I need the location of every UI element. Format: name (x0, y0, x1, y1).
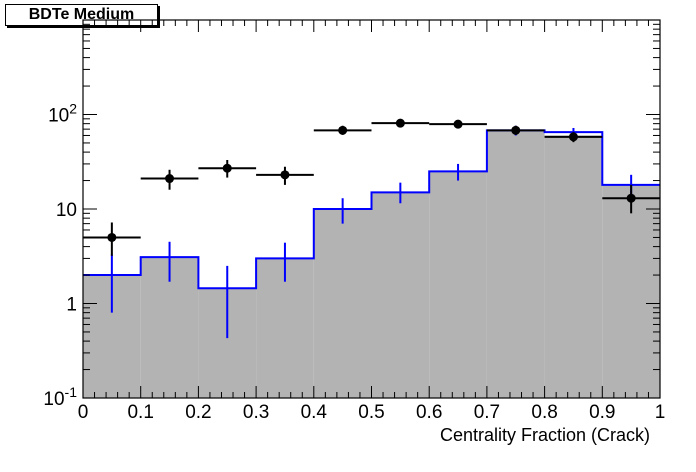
x-tick-label: 0.6 (416, 402, 442, 423)
x-tick-label: 0.3 (243, 402, 269, 423)
data-point (511, 125, 521, 135)
axis-ticks (82, 20, 661, 399)
mc-step-line (83, 129, 660, 290)
x-tick-label: 0.4 (301, 402, 328, 423)
data-point (338, 125, 348, 135)
data-point (165, 174, 175, 184)
y-tick-label: 102 (48, 101, 77, 127)
data-point (222, 163, 232, 173)
x-axis-label: Centrality Fraction (Crack) (440, 425, 650, 445)
x-tick-label: 0.9 (589, 402, 615, 423)
x-tick-label: 0.7 (474, 402, 500, 423)
background-bar (371, 192, 430, 398)
data-point (568, 132, 578, 142)
background-bar (486, 130, 545, 398)
x-tick-label: 0.2 (185, 402, 211, 423)
y-tick-label: 1 (66, 295, 77, 316)
y-tick-label: 10 (56, 200, 77, 221)
tick-labels: 0 0.1 0.2 0.3 0.4 0.5 0.6 0.7 0.8 0.9 1 10-1 1 10 102 (43, 101, 665, 424)
data-point (395, 118, 405, 128)
data-point (280, 170, 290, 180)
background-bar (544, 135, 603, 398)
mc-step-histogram (83, 125, 660, 339)
data-point (626, 193, 636, 203)
x-tick-label: 0.5 (358, 402, 384, 423)
background-bar (602, 184, 660, 398)
x-tick-label: 0.1 (127, 402, 153, 423)
chart-title: BDTe Medium (5, 4, 158, 26)
data-point (453, 119, 463, 129)
x-tick-label: 0.8 (531, 402, 557, 423)
mc-background-histogram (83, 130, 660, 398)
data-point (107, 232, 117, 242)
data-points (83, 118, 660, 256)
x-tick-label: 1 (655, 402, 666, 423)
background-bar (313, 209, 372, 398)
y-tick-label: 10-1 (43, 384, 77, 410)
x-tick-label: 0 (78, 402, 89, 423)
background-bar (429, 171, 487, 398)
